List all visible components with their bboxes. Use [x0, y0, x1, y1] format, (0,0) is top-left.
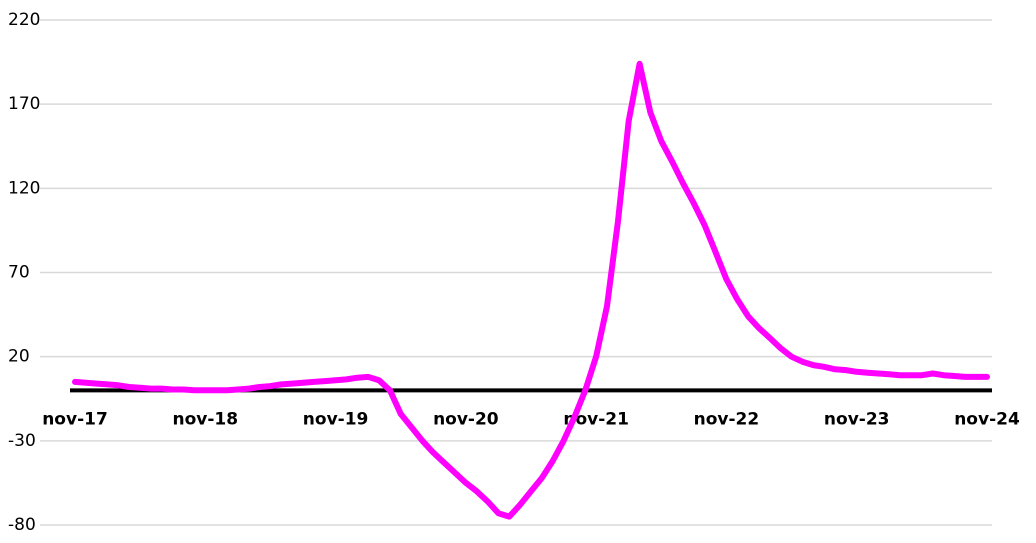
x-tick-label: nov-19: [303, 409, 369, 429]
x-tick-label: nov-22: [694, 409, 760, 429]
y-tick-label: 170: [8, 94, 40, 114]
y-tick-label: 120: [8, 178, 40, 198]
x-tick-label: nov-23: [824, 409, 890, 429]
x-tick-label: nov-20: [433, 409, 499, 429]
y-tick-label: 220: [8, 10, 40, 30]
x-tick-label: nov-21: [563, 409, 629, 429]
x-tick-label: nov-17: [42, 409, 108, 429]
y-tick-label: 70: [8, 263, 30, 283]
x-tick-label: nov-24: [954, 409, 1020, 429]
data-line: [72, 60, 990, 520]
x-tick-label: nov-18: [172, 409, 238, 429]
y-tick-label: -80: [8, 515, 36, 535]
y-tick-label: 20: [8, 347, 30, 367]
y-tick-label: -30: [8, 431, 36, 451]
